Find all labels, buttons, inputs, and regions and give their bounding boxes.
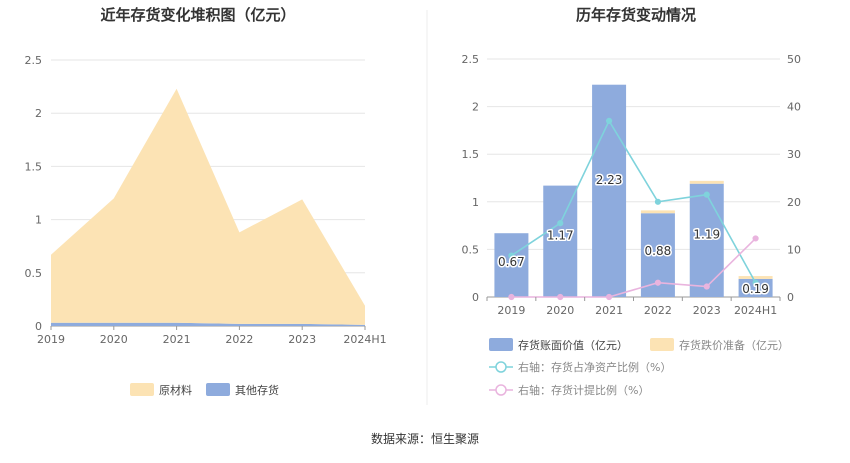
left-x-tick-label: 2019 xyxy=(37,333,65,346)
left-x-tick-label: 2024H1 xyxy=(343,333,386,346)
bar-book-value xyxy=(494,233,529,297)
legend-swatch-other-inventory[interactable] xyxy=(206,383,230,396)
bar-book-value xyxy=(689,183,724,297)
point-ratio-net-assets xyxy=(752,279,759,286)
right-right-y-axis: 0 10 20 30 40 50 xyxy=(787,53,801,304)
legend-swatch-raw-materials[interactable] xyxy=(130,383,154,396)
left-y-tick-label: 0.5 xyxy=(25,267,43,280)
right-x-tick-label: 2020 xyxy=(546,304,574,317)
left-y-tick-label: 0 xyxy=(35,320,42,333)
legend-label-provision[interactable]: 右轴：存货计提比例（%） xyxy=(518,383,649,397)
bar-impairment xyxy=(640,210,675,214)
left-area-series xyxy=(51,88,365,326)
right-right-y-tick-label: 30 xyxy=(787,148,801,161)
right-bar-series xyxy=(494,84,773,297)
left-y-tick-label: 2 xyxy=(35,107,42,120)
right-right-y-tick-label: 50 xyxy=(787,53,801,66)
point-provision-ratio xyxy=(508,293,515,301)
line-provision-ratio xyxy=(511,237,757,298)
bar-value-label: 0.67 xyxy=(498,255,525,269)
left-legend: 原材料 其他存货 xyxy=(130,383,279,397)
right-x-tick-label: 2019 xyxy=(497,304,525,317)
point-provision-ratio xyxy=(703,283,710,290)
point-provision-ratio xyxy=(557,293,564,301)
bar-book-value xyxy=(592,84,627,297)
point-ratio-net-assets xyxy=(703,191,710,198)
left-x-tick-label: 2022 xyxy=(225,333,253,346)
right-left-y-axis: 0 0.5 1 1.5 2 2.5 xyxy=(462,53,480,304)
legend-label-other-inventory[interactable]: 其他存货 xyxy=(235,383,279,397)
bar-impairment xyxy=(738,276,773,279)
left-x-tick-label: 2023 xyxy=(288,333,316,346)
right-right-y-tick-label: 10 xyxy=(787,243,801,256)
point-ratio-net-assets xyxy=(557,220,564,227)
right-left-y-tick-label: 1 xyxy=(472,196,479,209)
point-provision-ratio xyxy=(605,293,613,301)
right-line-series xyxy=(508,117,759,301)
bar-value-label: 2.23 xyxy=(596,173,623,187)
right-left-y-tick-label: 0.5 xyxy=(462,243,480,256)
left-chart-title: 近年存货变化堆积图（亿元） xyxy=(100,6,295,24)
left-area-raw-materials xyxy=(51,88,365,325)
legend-label-ratio[interactable]: 右轴：存货占净资产比例（%） xyxy=(518,360,671,374)
bar-value-label: 1.19 xyxy=(693,228,720,242)
right-chart: 历年存货变动情况 0.67 1.17 2.23 0.88 1.19 0.19 0 0.5 1 1… xyxy=(462,6,802,397)
bar-impairment xyxy=(689,180,724,184)
point-provision-ratio xyxy=(752,235,759,242)
right-gridlines xyxy=(487,58,780,298)
legend-label-impairment[interactable]: 存货跌价准备（亿元） xyxy=(679,338,789,352)
right-legend: 存货账面价值（亿元） 存货跌价准备（亿元） 右轴：存货占净资产比例（%） 右轴：… xyxy=(489,338,789,397)
left-y-tick-label: 1 xyxy=(35,214,42,227)
left-x-axis: 2019 2020 2021 2022 2023 2024H1 xyxy=(37,326,387,346)
right-chart-title: 历年存货变动情况 xyxy=(576,6,696,24)
right-bar-labels: 0.67 1.17 2.23 0.88 1.19 0.19 xyxy=(497,172,771,298)
point-ratio-net-assets xyxy=(508,252,515,259)
legend-label-book-value[interactable]: 存货账面价值（亿元） xyxy=(518,338,628,352)
right-left-y-tick-label: 2 xyxy=(472,101,479,114)
data-source: 数据来源：恒生聚源 xyxy=(371,431,479,446)
bar-value-label: 0.88 xyxy=(645,244,672,258)
left-area-other-inventory xyxy=(51,322,365,326)
right-x-tick-label: 2022 xyxy=(644,304,672,317)
left-chart: 近年存货变化堆积图（亿元） 00.511.522.5 2019 2020 2021 2… xyxy=(25,6,387,397)
point-provision-ratio xyxy=(654,279,662,286)
right-right-y-tick-label: 0 xyxy=(787,291,794,304)
legend-swatch-book-value[interactable] xyxy=(489,338,513,351)
left-x-tick-label: 2021 xyxy=(163,333,191,346)
legend-label-raw-materials[interactable]: 原材料 xyxy=(159,383,192,397)
right-x-axis: 2019 2020 2021 2022 2023 2024H1 xyxy=(486,297,781,317)
bar-value-label: 0.19 xyxy=(742,282,769,296)
right-left-y-tick-label: 2.5 xyxy=(462,53,480,66)
bar-value-label: 1.17 xyxy=(547,229,574,243)
right-right-y-tick-label: 20 xyxy=(787,196,801,209)
bar-book-value xyxy=(738,278,773,297)
right-x-tick-label: 2024H1 xyxy=(734,304,777,317)
right-left-y-tick-label: 0 xyxy=(472,291,479,304)
left-y-tick-label: 1.5 xyxy=(25,160,43,173)
left-y-tick-label: 2.5 xyxy=(25,54,43,67)
legend-swatch-impairment[interactable] xyxy=(650,338,674,351)
right-x-tick-label: 2023 xyxy=(693,304,721,317)
point-ratio-net-assets xyxy=(605,117,613,124)
left-y-axis: 0 0.5 1 1.5 2 2.5 xyxy=(25,54,43,333)
right-left-y-tick-label: 1.5 xyxy=(462,148,480,161)
right-right-y-tick-label: 40 xyxy=(787,101,801,114)
right-x-tick-label: 2021 xyxy=(595,304,623,317)
left-x-tick-label: 2020 xyxy=(100,333,128,346)
line-ratio-net-assets xyxy=(510,119,757,284)
point-ratio-net-assets xyxy=(654,198,662,205)
legend-marker-ratio[interactable] xyxy=(495,361,507,373)
legend-marker-provision[interactable] xyxy=(495,384,507,396)
bar-book-value xyxy=(543,185,578,297)
